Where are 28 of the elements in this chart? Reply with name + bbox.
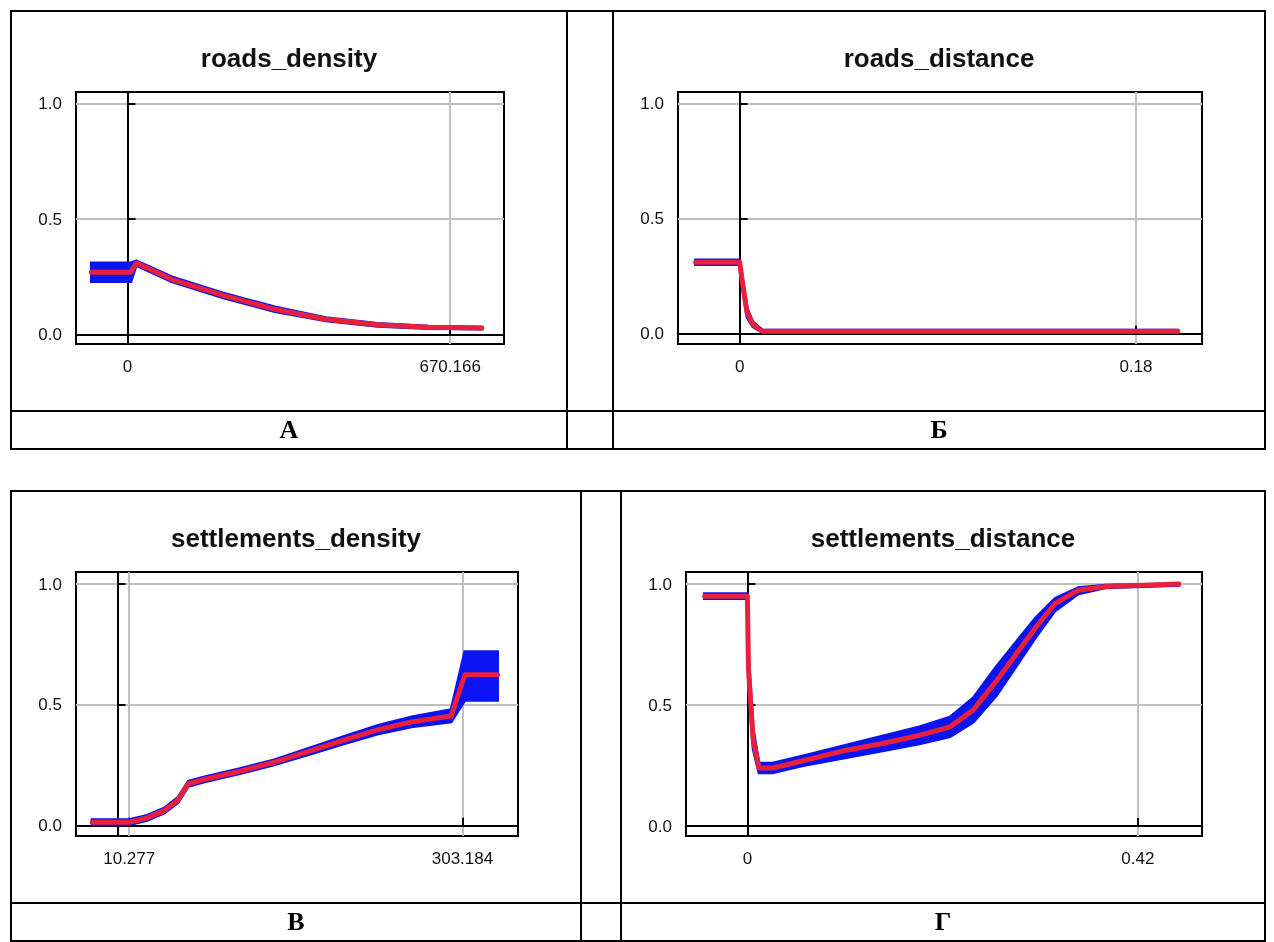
text: Б [612,410,1266,450]
y-tick-label: 0.5 [648,695,672,715]
y-tick-label: 1.0 [38,94,62,114]
y-tick-label: 0.5 [38,695,62,715]
y-tick-label: 0.5 [640,209,664,229]
y-tick-label: 1.0 [38,574,62,594]
chart-title: roads_density [200,43,378,73]
y-tick-label: 1.0 [648,574,672,594]
y-tick-label: 0.0 [648,816,672,836]
chart-title: roads_distance [843,43,1035,73]
chart-title: settlements_density [171,523,422,553]
text: А [10,410,568,450]
x-tick-label: 670.166 [419,357,481,376]
x-tick-label: 303.184 [431,849,494,868]
x-tick-label: 0 [122,357,133,376]
y-tick-label: 0.0 [38,325,62,345]
chart-title: settlements_distance [810,523,1076,553]
x-tick-label: 0.42 [1121,849,1155,868]
x-tick-label: 0.18 [1119,357,1153,376]
x-tick-label: 0 [742,849,753,868]
y-tick-label: 0.5 [38,209,62,229]
y-tick-label: 0.0 [38,816,62,836]
x-tick-label: 0 [734,357,745,376]
y-tick-label: 1.0 [640,94,664,114]
y-tick-label: 0.0 [640,324,664,344]
text: В [10,902,582,942]
text: Г [620,902,1266,942]
x-tick-label: 10.277 [103,849,156,868]
